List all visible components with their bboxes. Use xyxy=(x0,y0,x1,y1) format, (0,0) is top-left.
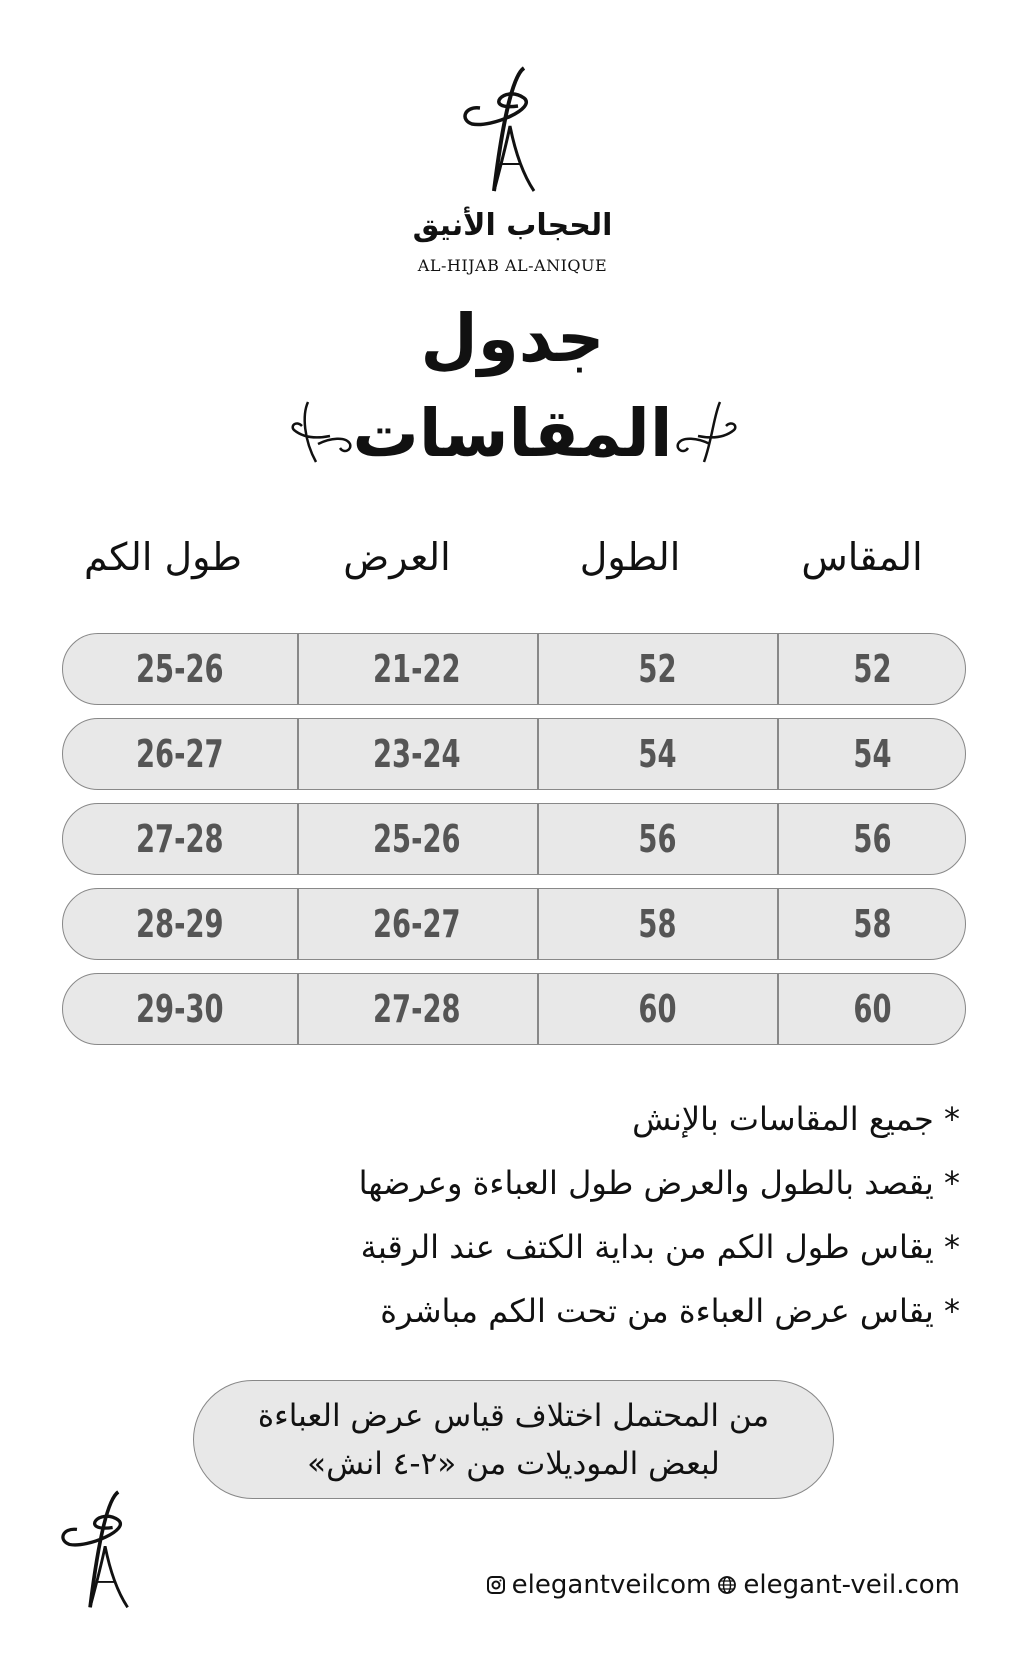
cell-length: 54 xyxy=(537,719,777,789)
note-item: * جميع المقاسات بالإنش xyxy=(632,1100,960,1138)
table-row: 60 60 27-28 29-30 xyxy=(62,973,966,1045)
note-item: * يقاس عرض العباءة من تحت الكم مباشرة xyxy=(380,1292,960,1330)
cell-width: 26-27 xyxy=(297,889,537,959)
page-title-line1: جدول xyxy=(420,300,605,377)
cell-sleeve-length: 29-30 xyxy=(63,974,297,1044)
cell-width: 21-22 xyxy=(297,634,537,704)
table-row: 56 56 25-26 27-28 xyxy=(62,803,966,875)
column-header-length: الطول xyxy=(579,535,681,579)
footer-contacts: elegantveilcom elegant-veil.com xyxy=(486,1570,960,1600)
cell-value: 56 xyxy=(852,817,892,861)
column-divider xyxy=(777,719,779,789)
cell-value: 25-26 xyxy=(136,647,224,691)
cell-size: 58 xyxy=(777,889,967,959)
column-header-size: المقاس xyxy=(801,535,923,579)
table-row: 58 58 26-27 28-29 xyxy=(62,888,966,960)
brand-logo-small xyxy=(61,1490,129,1609)
cell-value: 54 xyxy=(637,732,677,776)
cell-value: 58 xyxy=(637,902,677,946)
cell-length: 56 xyxy=(537,804,777,874)
disclaimer-line2: لبعض الموديلات من «٢-٤ انش» xyxy=(307,1445,720,1482)
table-row: 54 54 23-24 26-27 xyxy=(62,718,966,790)
cell-value: 27-28 xyxy=(373,987,461,1031)
ornament-icon xyxy=(676,401,737,463)
column-header-sleeve-length: طول الكم xyxy=(84,535,242,579)
cell-length: 52 xyxy=(537,634,777,704)
table-row: 52 52 21-22 25-26 xyxy=(62,633,966,705)
column-divider xyxy=(537,974,539,1044)
disclaimer-line1: من المحتمل اختلاف قياس عرض العباءة xyxy=(257,1397,770,1434)
cell-sleeve-length: 28-29 xyxy=(63,889,297,959)
column-divider xyxy=(537,804,539,874)
cell-value: 58 xyxy=(852,902,892,946)
column-divider xyxy=(297,719,299,789)
brand-logo xyxy=(463,66,536,192)
cell-value: 26-27 xyxy=(373,902,461,946)
column-divider xyxy=(537,889,539,959)
instagram-handle[interactable]: elegantveilcom xyxy=(511,1570,712,1600)
column-header-width: العرض xyxy=(343,535,451,579)
cell-value: 26-27 xyxy=(136,732,224,776)
cell-size: 60 xyxy=(777,974,967,1044)
cell-size: 56 xyxy=(777,804,967,874)
cell-sleeve-length: 26-27 xyxy=(63,719,297,789)
cell-width: 27-28 xyxy=(297,974,537,1044)
cell-sleeve-length: 25-26 xyxy=(63,634,297,704)
cell-sleeve-length: 27-28 xyxy=(63,804,297,874)
cell-length: 60 xyxy=(537,974,777,1044)
cell-value: 25-26 xyxy=(373,817,461,861)
disclaimer-box: من المحتمل اختلاف قياس عرض العباءة لبعض … xyxy=(193,1380,834,1499)
page-title-line2: المقاسات xyxy=(352,395,673,472)
cell-width: 23-24 xyxy=(297,719,537,789)
cell-width: 25-26 xyxy=(297,804,537,874)
cell-value: 29-30 xyxy=(136,987,224,1031)
column-divider xyxy=(297,889,299,959)
note-item: * يقاس طول الكم من بداية الكتف عند الرقب… xyxy=(360,1228,960,1266)
globe-icon xyxy=(718,1576,737,1594)
cell-value: 56 xyxy=(637,817,677,861)
column-divider xyxy=(777,889,779,959)
cell-value: 28-29 xyxy=(136,902,224,946)
column-divider xyxy=(297,634,299,704)
cell-value: 52 xyxy=(637,647,677,691)
cell-value: 52 xyxy=(852,647,892,691)
cell-size: 54 xyxy=(777,719,967,789)
brand-english-name: AL-HIJAB AL-ANIQUE xyxy=(417,256,608,275)
column-divider xyxy=(777,634,779,704)
column-divider xyxy=(297,804,299,874)
cell-value: 54 xyxy=(852,732,892,776)
column-divider xyxy=(537,719,539,789)
note-item: * يقصد بالطول والعرض طول العباءة وعرضها xyxy=(358,1164,960,1202)
cell-value: 23-24 xyxy=(373,732,461,776)
cell-value: 60 xyxy=(852,987,892,1031)
column-divider xyxy=(537,634,539,704)
column-divider xyxy=(777,804,779,874)
ornament-icon xyxy=(291,401,352,463)
cell-value: 60 xyxy=(637,987,677,1031)
cell-value: 21-22 xyxy=(373,647,461,691)
instagram-icon xyxy=(486,1576,505,1594)
website-link[interactable]: elegant-veil.com xyxy=(743,1570,960,1600)
cell-value: 27-28 xyxy=(136,817,224,861)
cell-length: 58 xyxy=(537,889,777,959)
column-divider xyxy=(777,974,779,1044)
column-divider xyxy=(297,974,299,1044)
brand-arabic-name: الحجاب الأنيق xyxy=(412,208,613,243)
cell-size: 52 xyxy=(777,634,967,704)
